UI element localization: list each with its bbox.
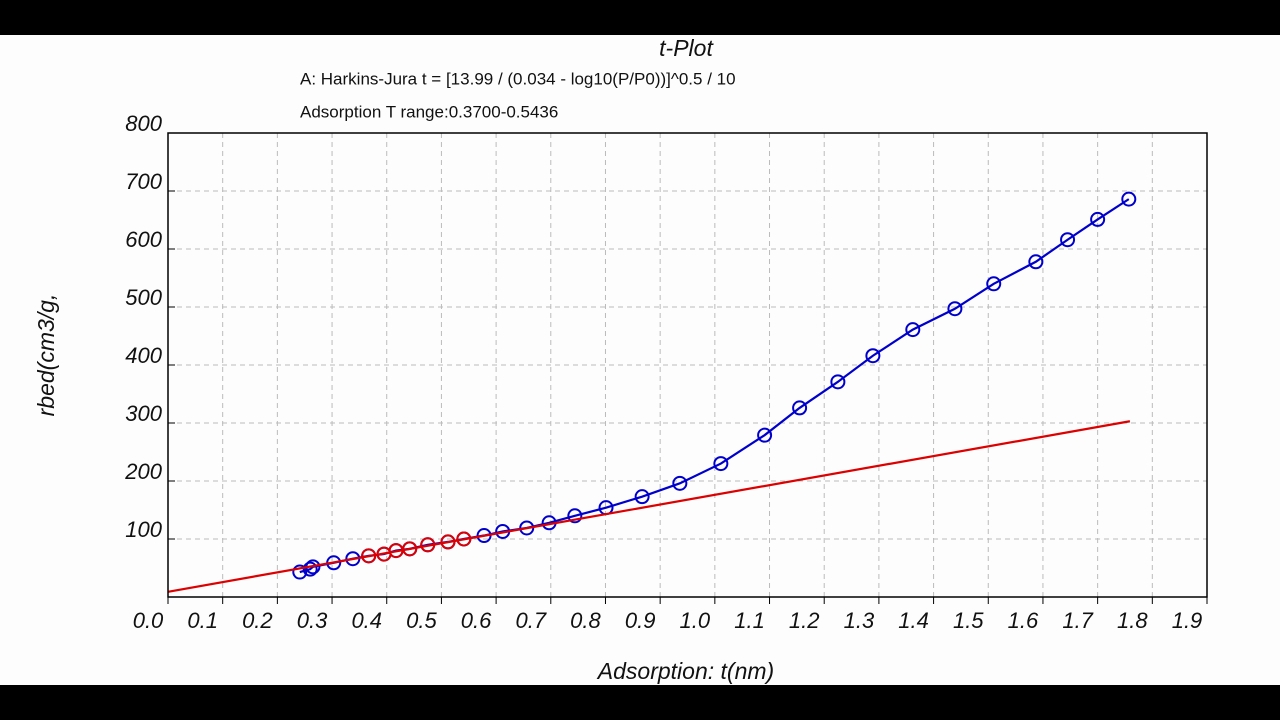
x-tick-label: 1.4 (898, 608, 929, 633)
x-tick-label: 0.3 (297, 608, 328, 633)
x-tick-label: 0.4 (351, 608, 382, 633)
data-point (402, 541, 418, 557)
x-tick-label: 0.8 (570, 608, 601, 633)
x-tick-label: 0.9 (625, 608, 656, 633)
x-tick-label: 1.9 (1172, 608, 1203, 633)
data-point (713, 456, 729, 472)
x-tick-label: 1.0 (680, 608, 711, 633)
background (0, 35, 1280, 685)
data-point (292, 564, 308, 580)
data-point (947, 301, 963, 317)
chart-title: t-Plot (659, 35, 714, 61)
data-point (792, 400, 808, 416)
y-tick-label: 200 (124, 459, 162, 484)
x-tick-label: 1.7 (1062, 608, 1093, 633)
data-point (865, 348, 881, 364)
subtitle: A: Harkins-Jura t = [13.99 / (0.034 - lo… (300, 69, 736, 88)
plot (167, 191, 1137, 593)
x-tick-label: 0.0 (133, 608, 164, 633)
data-point (757, 427, 773, 443)
data-point (440, 534, 456, 550)
x-tick-label: 0.7 (515, 608, 546, 633)
data-point (1060, 232, 1076, 248)
x-tick-label: 1.3 (844, 608, 875, 633)
x-tick-label: 0.1 (187, 608, 218, 633)
data-point (986, 276, 1002, 292)
data-point (830, 374, 846, 390)
y-tick-label: 700 (125, 169, 162, 194)
x-tick-label: 1.5 (953, 608, 984, 633)
subtitle: Adsorption T range:0.3700-0.5436 (300, 102, 558, 121)
y-tick-label: 300 (125, 401, 162, 426)
series-line (167, 420, 1131, 593)
x-tick-label: 0.5 (406, 608, 437, 633)
data-point (456, 531, 472, 547)
x-tick-label: 0.6 (461, 608, 492, 633)
x-tick-label: 1.8 (1117, 608, 1148, 633)
grid (167, 132, 1208, 597)
x-axis-label: Adsorption: t(nm) (596, 658, 774, 684)
data-point (634, 489, 650, 505)
data-point (1028, 254, 1044, 270)
data-point (1090, 211, 1106, 227)
y-tick-label: 500 (125, 285, 162, 310)
y-tick-label: 400 (125, 343, 162, 368)
x-tick-label: 1.2 (789, 608, 820, 633)
data-point (672, 475, 688, 491)
y-tick-label: 600 (125, 227, 162, 252)
data-point (361, 548, 377, 564)
y-axis-label: rbed(cm3/g, (33, 294, 59, 417)
data-point (567, 508, 583, 524)
data-point (420, 537, 436, 553)
x-tick-label: 0.2 (242, 608, 273, 633)
data-point (1121, 191, 1137, 207)
x-tick-label: 1.6 (1008, 608, 1039, 633)
ticks: 0.0 0.1 0.2 0.3 0.4 0.5 0.6 0.7 0.8 0.9 1.0 1.1 1.2 1… (124, 111, 1208, 633)
data-point (302, 561, 318, 577)
y-tick-label: 100 (125, 517, 162, 542)
y-tick-label: 800 (125, 111, 162, 136)
x-tick-label: 1.1 (734, 608, 765, 633)
data-point (905, 322, 921, 338)
